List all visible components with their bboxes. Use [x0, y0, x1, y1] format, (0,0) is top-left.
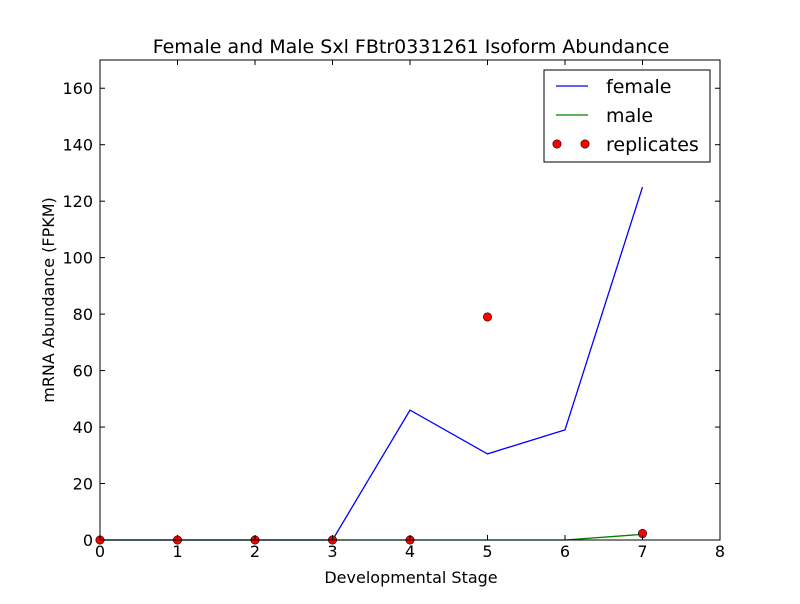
y-tick-label: 0: [83, 531, 93, 550]
legend-label-female: female: [606, 76, 672, 98]
legend-swatch-replicates: [552, 139, 562, 149]
legend-swatch-replicates: [580, 139, 590, 149]
y-tick-label: 160: [62, 79, 93, 98]
x-axis-label: Developmental Stage: [324, 568, 497, 587]
x-tick-label: 4: [405, 542, 415, 561]
y-tick-label: 80: [73, 305, 93, 324]
legend-label-male: male: [606, 105, 653, 127]
legend: female male replicates: [543, 69, 711, 163]
replicates-point: [482, 312, 492, 322]
x-tick-label: 0: [95, 542, 105, 561]
x-tick-label: 6: [560, 542, 570, 561]
chart-title: Female and Male Sxl FBtr0331261 Isoform …: [153, 36, 670, 58]
y-axis-label: mRNA Abundance (FPKM): [39, 197, 58, 403]
x-tick-label: 8: [715, 542, 725, 561]
y-tick-label: 60: [73, 362, 93, 381]
x-tick-label: 5: [482, 542, 492, 561]
y-tick-label: 20: [73, 475, 93, 494]
y-tick-label: 40: [73, 418, 93, 437]
legend-label-replicates: replicates: [606, 134, 699, 156]
x-tick-label: 3: [327, 542, 337, 561]
x-tick-label: 7: [637, 542, 647, 561]
y-tick-label: 120: [62, 192, 93, 211]
y-tick-label: 100: [62, 249, 93, 268]
x-tick-label: 2: [250, 542, 260, 561]
x-tick-label: 1: [172, 542, 182, 561]
legend-box: [543, 69, 711, 163]
y-tick-label: 140: [62, 136, 93, 155]
